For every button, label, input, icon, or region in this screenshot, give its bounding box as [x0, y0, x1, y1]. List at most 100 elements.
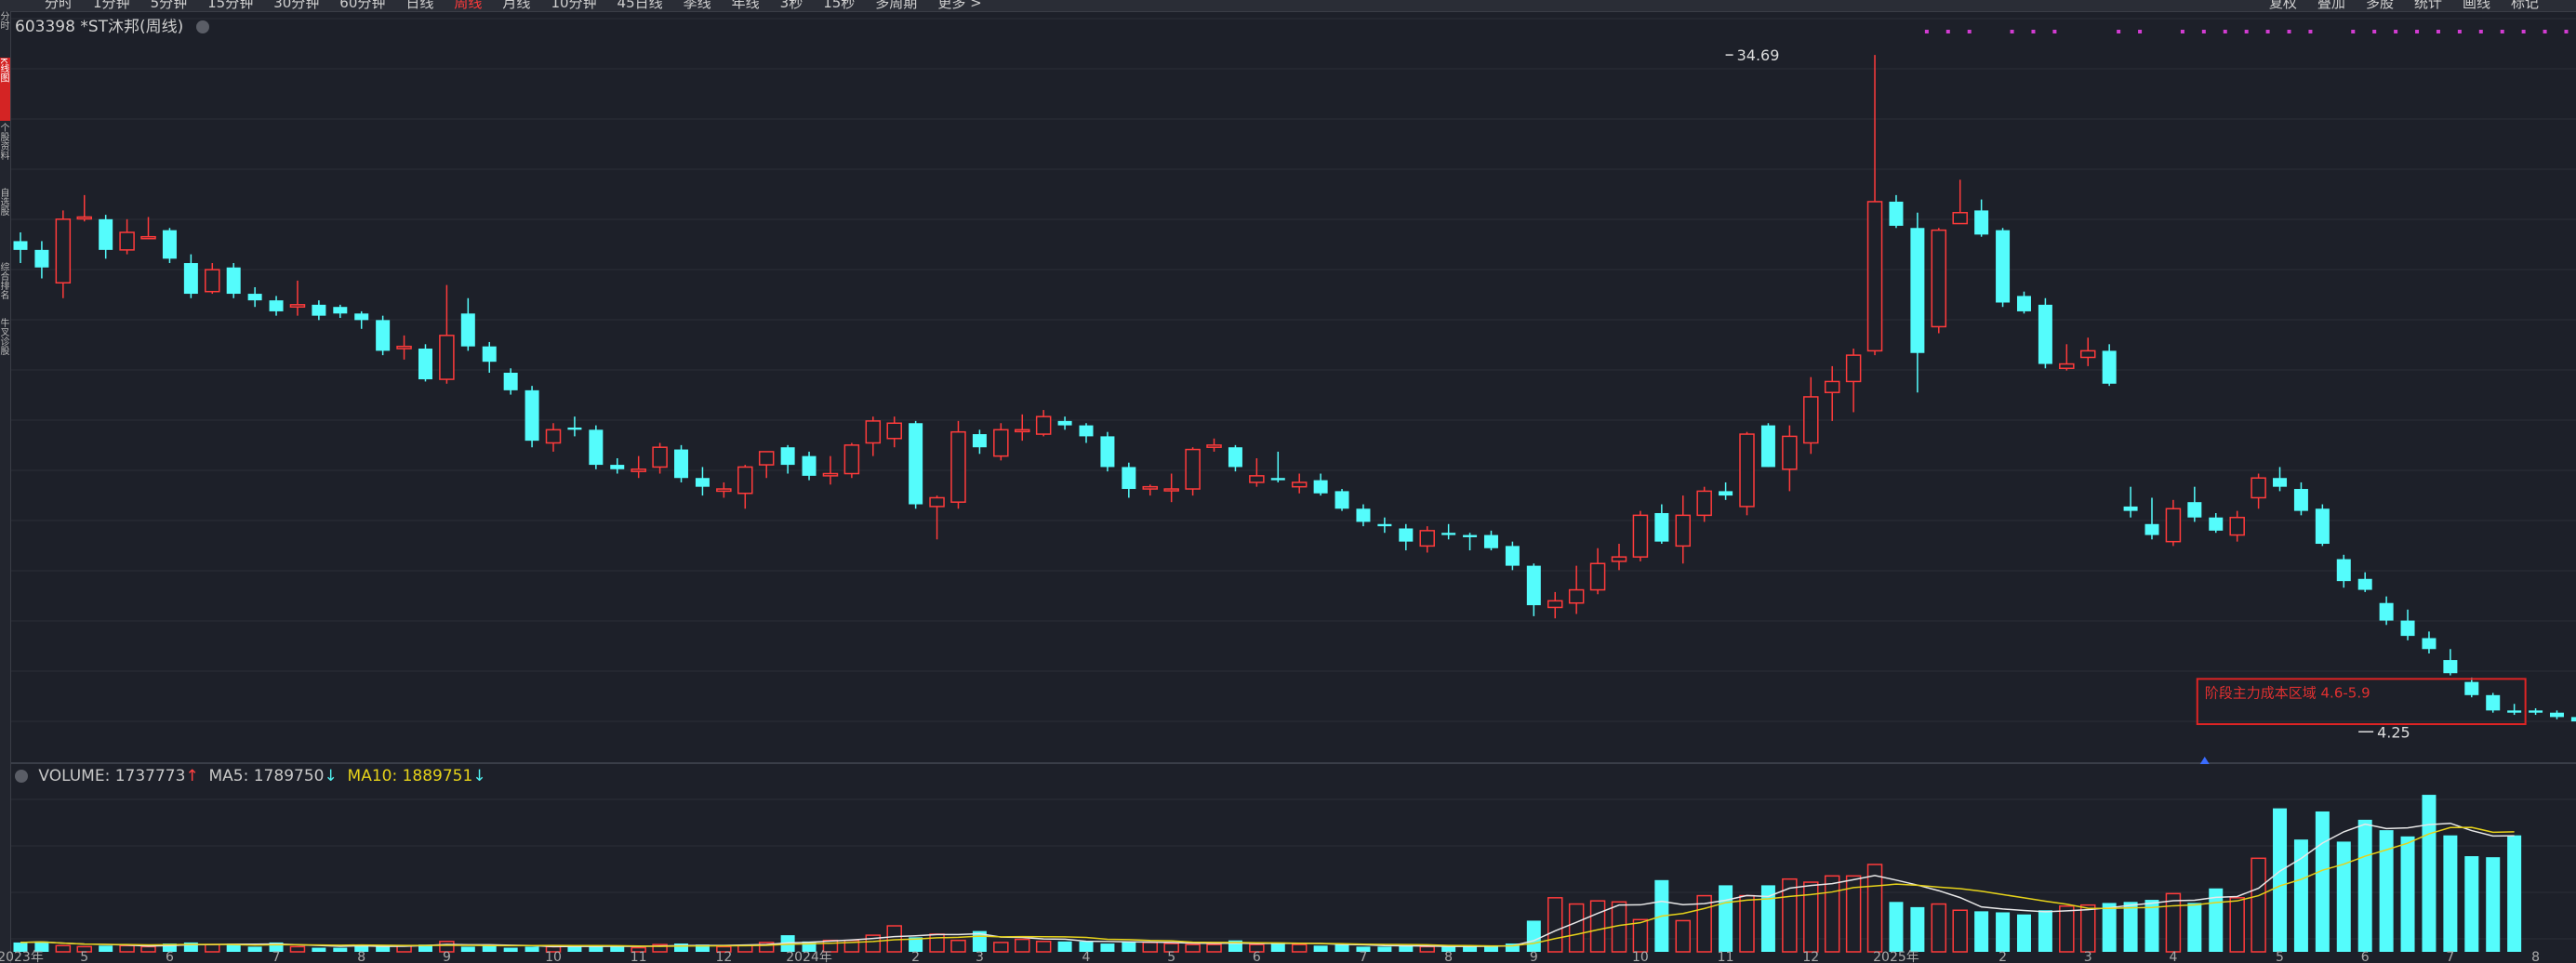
tab-6[interactable]: 日线 — [405, 0, 434, 11]
candle-body — [2315, 508, 2330, 545]
x-tick-label: 5 — [1167, 950, 1175, 963]
sidebar-item-3[interactable]: 自选股 — [0, 188, 8, 216]
volume-bar — [2165, 892, 2182, 953]
candle — [1866, 55, 1883, 356]
candle-body — [1014, 429, 1030, 433]
ma5-value: MA5: 1789750 — [208, 767, 325, 785]
tool-1[interactable]: 叠加 — [2317, 0, 2345, 11]
tab-2[interactable]: 5分钟 — [150, 0, 188, 11]
candle-body — [2529, 710, 2543, 713]
candle-body — [929, 496, 945, 508]
signal-dot — [2500, 30, 2504, 33]
signal-dot — [2010, 30, 2014, 33]
tab-14[interactable]: 15秒 — [823, 0, 856, 11]
candle-body — [2144, 523, 2159, 535]
candle-body — [1675, 514, 1692, 547]
candle-body — [1100, 436, 1115, 468]
volume-bar — [1142, 942, 1159, 953]
x-tick-label: 6 — [1253, 950, 1261, 963]
volume-bar — [1249, 943, 1265, 953]
candle-body — [312, 304, 326, 316]
signal-dot — [2457, 30, 2462, 33]
candle-body — [1719, 491, 1733, 496]
tab-12[interactable]: 年线 — [731, 0, 760, 11]
candle-body — [162, 230, 177, 259]
candle — [545, 423, 562, 452]
tab-10[interactable]: 45日线 — [617, 0, 663, 11]
volume-bar — [247, 946, 262, 952]
tool-0[interactable]: 复权 — [2268, 0, 2297, 11]
volume-bar — [2400, 836, 2415, 952]
candle — [2038, 297, 2052, 369]
volume-bar — [758, 942, 775, 953]
tool-5[interactable]: 标记 — [2510, 0, 2539, 11]
candle — [1399, 523, 1414, 551]
tab-3[interactable]: 15分钟 — [207, 0, 254, 11]
volume-bar — [99, 945, 113, 952]
candle — [1163, 473, 1179, 503]
tab-8[interactable]: 月线 — [502, 0, 531, 11]
tab-16[interactable]: 更多 > — [937, 0, 982, 11]
volume-bar — [1845, 875, 1862, 953]
signal-dot — [2372, 30, 2377, 33]
candle — [396, 335, 412, 360]
candle — [737, 465, 753, 509]
candle-body — [695, 478, 710, 487]
candle — [2464, 677, 2479, 698]
indicator-toggle-icon[interactable] — [15, 770, 28, 783]
sidebar-item-5[interactable]: 牛叉诊股 — [0, 318, 8, 355]
candle — [993, 423, 1009, 461]
tool-3[interactable]: 统计 — [2413, 0, 2442, 11]
volume-bar — [1739, 894, 1755, 953]
x-tick-label: 8 — [357, 950, 365, 963]
tab-9[interactable]: 10分钟 — [551, 0, 597, 11]
candle-body — [950, 430, 966, 503]
signal-dot — [2117, 30, 2121, 33]
volume-bar — [886, 925, 902, 953]
tab-0[interactable]: 分时 — [45, 0, 73, 11]
candle-body — [2229, 516, 2245, 536]
volume-bar — [119, 944, 135, 953]
candle — [2229, 510, 2245, 542]
volume-bar — [1547, 897, 1563, 953]
candle — [1249, 458, 1265, 487]
sidebar-item-0[interactable]: 分时 — [0, 11, 8, 30]
tab-7[interactable]: 周线 — [454, 0, 483, 11]
volume-bar — [802, 941, 817, 952]
tab-11[interactable]: 季线 — [683, 0, 711, 11]
candle — [2165, 499, 2182, 547]
sidebar-item-2[interactable]: 个股资料 — [0, 123, 8, 160]
tab-13[interactable]: 3秒 — [779, 0, 803, 11]
candle-body — [1739, 433, 1755, 508]
candle-body — [1611, 556, 1627, 562]
candle-body — [1866, 201, 1883, 352]
candle-body — [183, 263, 198, 295]
tab-15[interactable]: 多周期 — [875, 0, 918, 11]
tab-5[interactable]: 60分钟 — [339, 0, 386, 11]
sidebar-item-1[interactable]: K线图 — [0, 58, 10, 121]
sidebar-item-4[interactable]: 综合排名 — [0, 262, 8, 299]
volume-bar — [2059, 905, 2075, 953]
candle — [482, 341, 497, 373]
tool-2[interactable]: 多股 — [2365, 0, 2394, 11]
candle-body — [1356, 508, 1371, 522]
candle-body — [2464, 681, 2479, 695]
tool-4[interactable]: 画线 — [2462, 0, 2490, 11]
candle-body — [1632, 514, 1649, 558]
candle — [716, 482, 732, 498]
candle — [2379, 596, 2394, 626]
candle — [1014, 414, 1030, 442]
volume-bar — [226, 943, 241, 952]
candle — [2507, 704, 2522, 716]
candle-body — [354, 313, 369, 321]
info-icon[interactable] — [195, 20, 209, 33]
tab-1[interactable]: 1分钟 — [93, 0, 130, 11]
tab-4[interactable]: 30分钟 — [273, 0, 320, 11]
signal-dot — [2287, 30, 2291, 33]
candle — [2549, 710, 2564, 719]
candle — [2315, 504, 2330, 547]
candle — [950, 420, 966, 509]
candle — [1483, 530, 1498, 551]
marker-arrow-icon — [2199, 757, 2210, 764]
